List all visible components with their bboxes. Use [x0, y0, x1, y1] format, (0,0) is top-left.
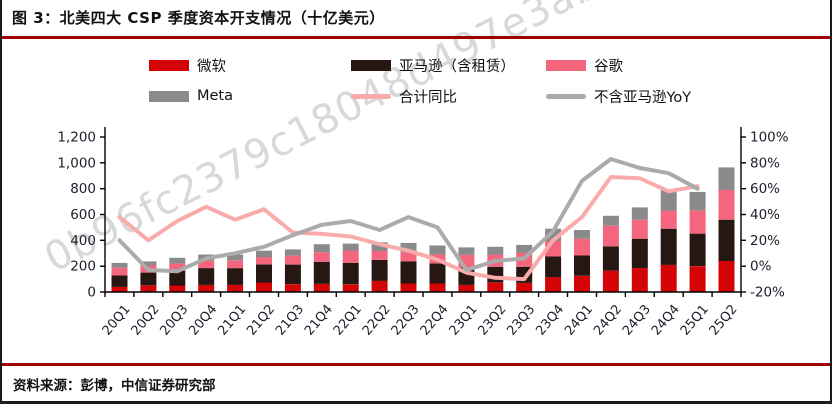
svg-text:23Q1: 23Q1 [447, 302, 481, 338]
google-swatch-icon [546, 59, 586, 71]
legend-item-google: 谷歌 [546, 57, 623, 75]
svg-text:1,000: 1,000 [57, 155, 96, 171]
svg-text:60%: 60% [750, 181, 780, 197]
amazon-swatch-icon [351, 59, 391, 71]
svg-text:22Q1: 22Q1 [331, 302, 365, 338]
capex-chart-svg: 0 200 400 600 800 1,000 1,200 -20% 0% 20% 40% 60% 80… [57, 127, 789, 339]
svg-text:80%: 80% [750, 155, 780, 171]
svg-text:20Q4: 20Q4 [186, 302, 220, 338]
legend-item-ex-amazon-yoy: 不含亚马逊YoY [546, 88, 692, 106]
legend-label: 合计同比 [399, 89, 457, 106]
svg-text:22Q4: 22Q4 [418, 302, 452, 338]
svg-text:25Q2: 25Q2 [707, 302, 741, 338]
svg-text:20Q3: 20Q3 [157, 302, 191, 338]
figure-title: 图 3：北美四大 CSP 季度资本开支情况（十亿美元） [12, 9, 385, 27]
svg-text:20Q2: 20Q2 [129, 302, 163, 338]
svg-text:21Q1: 21Q1 [215, 302, 249, 338]
svg-text:25Q1: 25Q1 [678, 302, 712, 338]
svg-text:40%: 40% [750, 207, 780, 223]
legend-item-microsoft: 微软 [149, 57, 226, 75]
svg-text:24Q3: 24Q3 [620, 302, 654, 338]
ex-amazon-yoy-line-swatch-icon [546, 93, 586, 99]
microsoft-swatch-icon [149, 59, 189, 71]
chart-area: 0 200 400 600 800 1,000 1,200 -20% 0% 20% 40% 60% 80… [2, 112, 830, 366]
title-underline [2, 36, 830, 39]
legend-item-total-yoy: 合计同比 [351, 88, 457, 106]
svg-text:24Q4: 24Q4 [649, 302, 683, 338]
svg-text:23Q4: 23Q4 [533, 302, 567, 338]
meta-swatch-icon [149, 90, 189, 102]
legend-label: 微软 [197, 58, 226, 75]
total-yoy-line-swatch-icon [351, 93, 391, 99]
svg-text:22Q3: 22Q3 [389, 302, 423, 338]
svg-text:-20%: -20% [750, 285, 785, 301]
svg-text:20%: 20% [750, 233, 780, 249]
svg-text:1,200: 1,200 [57, 130, 96, 146]
svg-text:23Q2: 23Q2 [475, 302, 509, 338]
legend-label: 不含亚马逊YoY [594, 89, 692, 106]
svg-text:600: 600 [70, 207, 96, 223]
svg-text:800: 800 [70, 181, 96, 197]
legend-label: Meta [197, 88, 234, 104]
svg-text:400: 400 [70, 233, 96, 249]
svg-text:23Q3: 23Q3 [504, 302, 538, 338]
svg-text:21Q2: 21Q2 [244, 302, 278, 338]
svg-text:24Q1: 24Q1 [562, 302, 596, 338]
svg-text:22Q2: 22Q2 [360, 302, 394, 338]
source-text: 资料来源：彭博，中信证券研究部 [13, 378, 216, 394]
svg-text:20Q1: 20Q1 [100, 302, 134, 338]
legend-label: 亚马逊（含租赁） [399, 58, 515, 75]
legend-label: 谷歌 [594, 58, 623, 75]
legend-item-meta: Meta [149, 88, 233, 104]
source-divider [2, 363, 830, 366]
svg-text:100%: 100% [750, 130, 789, 146]
svg-text:200: 200 [70, 259, 96, 275]
svg-text:24Q2: 24Q2 [591, 302, 625, 338]
svg-text:21Q4: 21Q4 [302, 302, 336, 338]
svg-text:21Q3: 21Q3 [273, 302, 307, 338]
svg-text:0: 0 [87, 285, 96, 301]
legend-item-amazon: 亚马逊（含租赁） [351, 57, 515, 75]
svg-text:0%: 0% [750, 259, 772, 275]
